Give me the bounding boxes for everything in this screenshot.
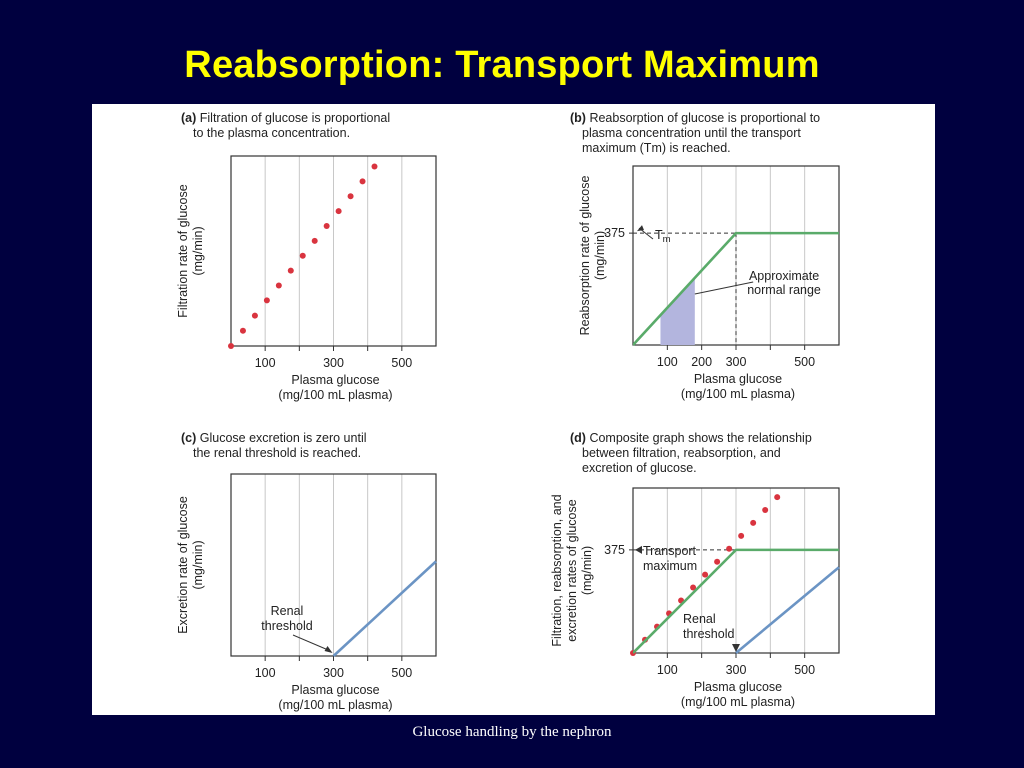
normal-range-shading — [660, 277, 695, 345]
normal-range-pointer — [694, 281, 754, 295]
x-tick-label: 300 — [726, 355, 747, 369]
renal-threshold-label: threshold — [683, 627, 734, 641]
normal-range-label: Approximate — [749, 269, 819, 283]
x-tick-label: 500 — [391, 356, 412, 370]
excretion-line — [332, 560, 437, 657]
filtration-point — [702, 571, 709, 578]
x-axis-label: Plasma glucose — [694, 680, 782, 694]
y-tick-label: 375 — [604, 226, 625, 240]
filtration-point — [275, 282, 282, 289]
y-axis-label: Reabsorption rate of glucose — [578, 176, 592, 336]
x-axis-label: (mg/100 mL plasma) — [681, 387, 795, 401]
filtration-point — [299, 252, 306, 259]
chart-title-line: between filtration, reabsorption, and — [582, 446, 781, 460]
filtration-point — [335, 208, 342, 215]
transport-maximum-label: maximum — [643, 559, 697, 573]
transport-maximum-arrow — [635, 545, 642, 554]
renal-threshold-label: Renal — [271, 604, 304, 618]
normal-range-label: normal range — [747, 283, 821, 297]
filtration-point — [311, 237, 318, 244]
filtration-point — [239, 327, 246, 334]
transport-maximum-label: Transport — [643, 544, 697, 558]
chart-title-line: (c) Glucose excretion is zero until — [181, 431, 367, 445]
y-axis-label: Filtration, reabsorption, and — [550, 494, 564, 646]
panel-label: (d) — [570, 431, 589, 445]
filtration-point — [263, 297, 270, 304]
panel-title-text: Glucose excretion is zero until — [200, 431, 367, 445]
chart-title-line: to the plasma concentration. — [193, 126, 350, 140]
figure-panel: (a) Filtration of glucose is proportiona… — [92, 104, 935, 715]
filtration-point — [287, 267, 294, 274]
x-tick-label: 200 — [691, 355, 712, 369]
renal-threshold-label: Renal — [683, 612, 716, 626]
excretion-line — [735, 566, 840, 654]
panel-title-text: Reabsorption of glucose is proportional … — [589, 111, 820, 125]
y-axis-label: (mg/min) — [593, 231, 607, 280]
chart-title-line: (d) Composite graph shows the relationsh… — [570, 431, 812, 445]
chart-panel-b: (b) Reabsorption of glucose is proportio… — [570, 111, 840, 401]
filtration-point — [359, 178, 366, 185]
x-tick-label: 500 — [794, 663, 815, 677]
x-tick-label: 500 — [391, 666, 412, 680]
filtration-point — [347, 193, 354, 200]
filtration-point — [714, 558, 721, 565]
renal-threshold-arrow-head — [324, 646, 333, 653]
x-axis-label: (mg/100 mL plasma) — [278, 698, 392, 712]
tm-label: Tm — [655, 228, 671, 245]
filtration-point — [762, 507, 769, 513]
panel-title-text: Composite graph shows the relationship — [589, 431, 811, 445]
y-tick-label: 375 — [604, 543, 625, 557]
y-axis-label: (mg/min) — [191, 540, 205, 589]
filtration-point — [690, 584, 697, 591]
x-axis-label: Plasma glucose — [291, 373, 379, 387]
chart-title-line: maximum (Tm) is reached. — [582, 141, 731, 155]
chart-title-line: (a) Filtration of glucose is proportiona… — [181, 111, 390, 125]
y-axis-label: Excretion rate of glucose — [176, 496, 190, 634]
filtration-point — [738, 532, 745, 539]
x-tick-label: 500 — [794, 355, 815, 369]
chart-title-line: excretion of glucose. — [582, 461, 697, 475]
panel-label: (a) — [181, 111, 200, 125]
x-tick-label: 100 — [255, 666, 276, 680]
panel-title-text: Filtration of glucose is proportional — [200, 111, 390, 125]
x-tick-label: 300 — [726, 663, 747, 677]
x-tick-label: 100 — [255, 356, 276, 370]
filtration-point — [251, 312, 258, 319]
x-tick-label: 300 — [323, 356, 344, 370]
filtration-point — [371, 163, 378, 170]
y-axis-label: Filtration rate of glucose — [176, 184, 190, 317]
x-tick-label: 100 — [657, 663, 678, 677]
panel-label: (b) — [570, 111, 589, 125]
y-axis-label: excretion rates of glucose — [565, 499, 579, 641]
filtration-point — [750, 519, 757, 526]
panel-label: (c) — [181, 431, 200, 445]
chart-title-line: the renal threshold is reached. — [193, 446, 361, 460]
x-axis-label: Plasma glucose — [291, 683, 379, 697]
filtration-point — [774, 494, 781, 501]
slide-title: Reabsorption: Transport Maximum — [184, 44, 820, 86]
slide-caption: Glucose handling by the nephron — [412, 724, 612, 740]
filtration-point — [726, 545, 733, 552]
chart-title-line: (b) Reabsorption of glucose is proportio… — [570, 111, 820, 125]
reabsorption-line — [633, 231, 839, 346]
x-tick-label: 300 — [323, 666, 344, 680]
renal-threshold-label: threshold — [261, 619, 312, 633]
reabsorption-line — [633, 548, 839, 654]
tm-arrow-head — [637, 225, 644, 232]
chart-title-line: plasma concentration until the transport — [582, 126, 801, 140]
renal-threshold-pointer — [292, 634, 331, 652]
x-axis-label: Plasma glucose — [694, 372, 782, 386]
x-axis-label: (mg/100 mL plasma) — [278, 388, 392, 402]
glucose-handling-figure: (a) Filtration of glucose is proportiona… — [176, 111, 840, 712]
y-axis-label: (mg/min) — [580, 546, 594, 595]
chart-panel-d: (d) Composite graph shows the relationsh… — [550, 431, 840, 709]
renal-threshold-arrow — [732, 644, 740, 652]
filtration-point — [323, 222, 330, 229]
y-axis-label: (mg/min) — [191, 226, 205, 275]
chart-panel-a: (a) Filtration of glucose is proportiona… — [176, 111, 437, 402]
x-tick-label: 100 — [657, 355, 678, 369]
filtration-point — [228, 343, 234, 349]
x-axis-label: (mg/100 mL plasma) — [681, 695, 795, 709]
